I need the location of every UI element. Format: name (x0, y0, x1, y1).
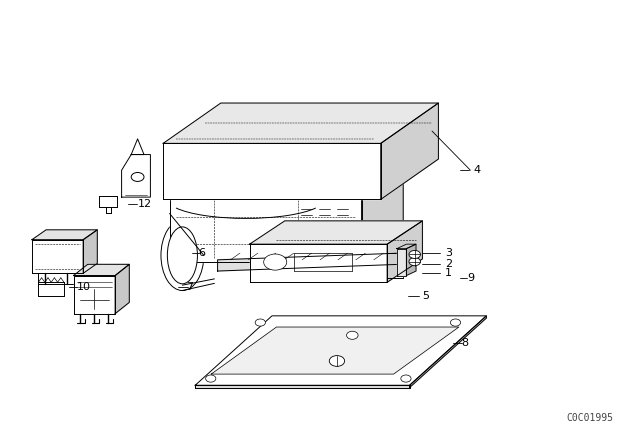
Circle shape (409, 258, 420, 266)
Circle shape (205, 375, 216, 382)
Polygon shape (170, 193, 362, 262)
Polygon shape (397, 244, 416, 249)
Polygon shape (406, 244, 416, 276)
Text: 11: 11 (173, 174, 187, 184)
Polygon shape (250, 244, 387, 282)
Polygon shape (115, 264, 129, 314)
Text: 9: 9 (467, 273, 474, 283)
Polygon shape (362, 155, 403, 262)
Circle shape (330, 356, 345, 366)
Circle shape (347, 331, 358, 339)
Polygon shape (218, 253, 400, 271)
Circle shape (264, 254, 287, 270)
Polygon shape (397, 249, 406, 276)
Circle shape (401, 375, 411, 382)
Text: 5: 5 (422, 291, 429, 301)
Polygon shape (381, 103, 438, 199)
Text: 8: 8 (461, 338, 468, 348)
Polygon shape (250, 221, 422, 244)
Text: 2: 2 (445, 259, 452, 269)
Polygon shape (410, 316, 486, 388)
Polygon shape (195, 316, 486, 385)
Polygon shape (74, 276, 115, 314)
Circle shape (255, 319, 266, 326)
Text: 3: 3 (445, 248, 452, 258)
Polygon shape (211, 327, 459, 374)
Polygon shape (195, 385, 410, 388)
Polygon shape (170, 155, 403, 193)
Polygon shape (163, 103, 438, 143)
Polygon shape (163, 143, 381, 199)
Text: C0C01995: C0C01995 (566, 414, 613, 423)
Text: 6: 6 (198, 248, 205, 258)
Circle shape (131, 172, 144, 181)
Text: 10: 10 (77, 282, 91, 292)
Text: 1: 1 (445, 268, 452, 278)
Text: 4: 4 (474, 165, 481, 175)
Polygon shape (387, 221, 422, 282)
Circle shape (451, 319, 461, 326)
Text: 7: 7 (186, 282, 193, 292)
Polygon shape (131, 139, 144, 155)
Circle shape (409, 250, 420, 258)
Text: 12: 12 (138, 199, 152, 209)
Polygon shape (83, 230, 97, 273)
Ellipse shape (168, 227, 197, 284)
Polygon shape (122, 155, 150, 197)
Polygon shape (32, 230, 97, 240)
Polygon shape (32, 240, 83, 273)
Ellipse shape (161, 220, 204, 291)
Polygon shape (74, 264, 129, 276)
